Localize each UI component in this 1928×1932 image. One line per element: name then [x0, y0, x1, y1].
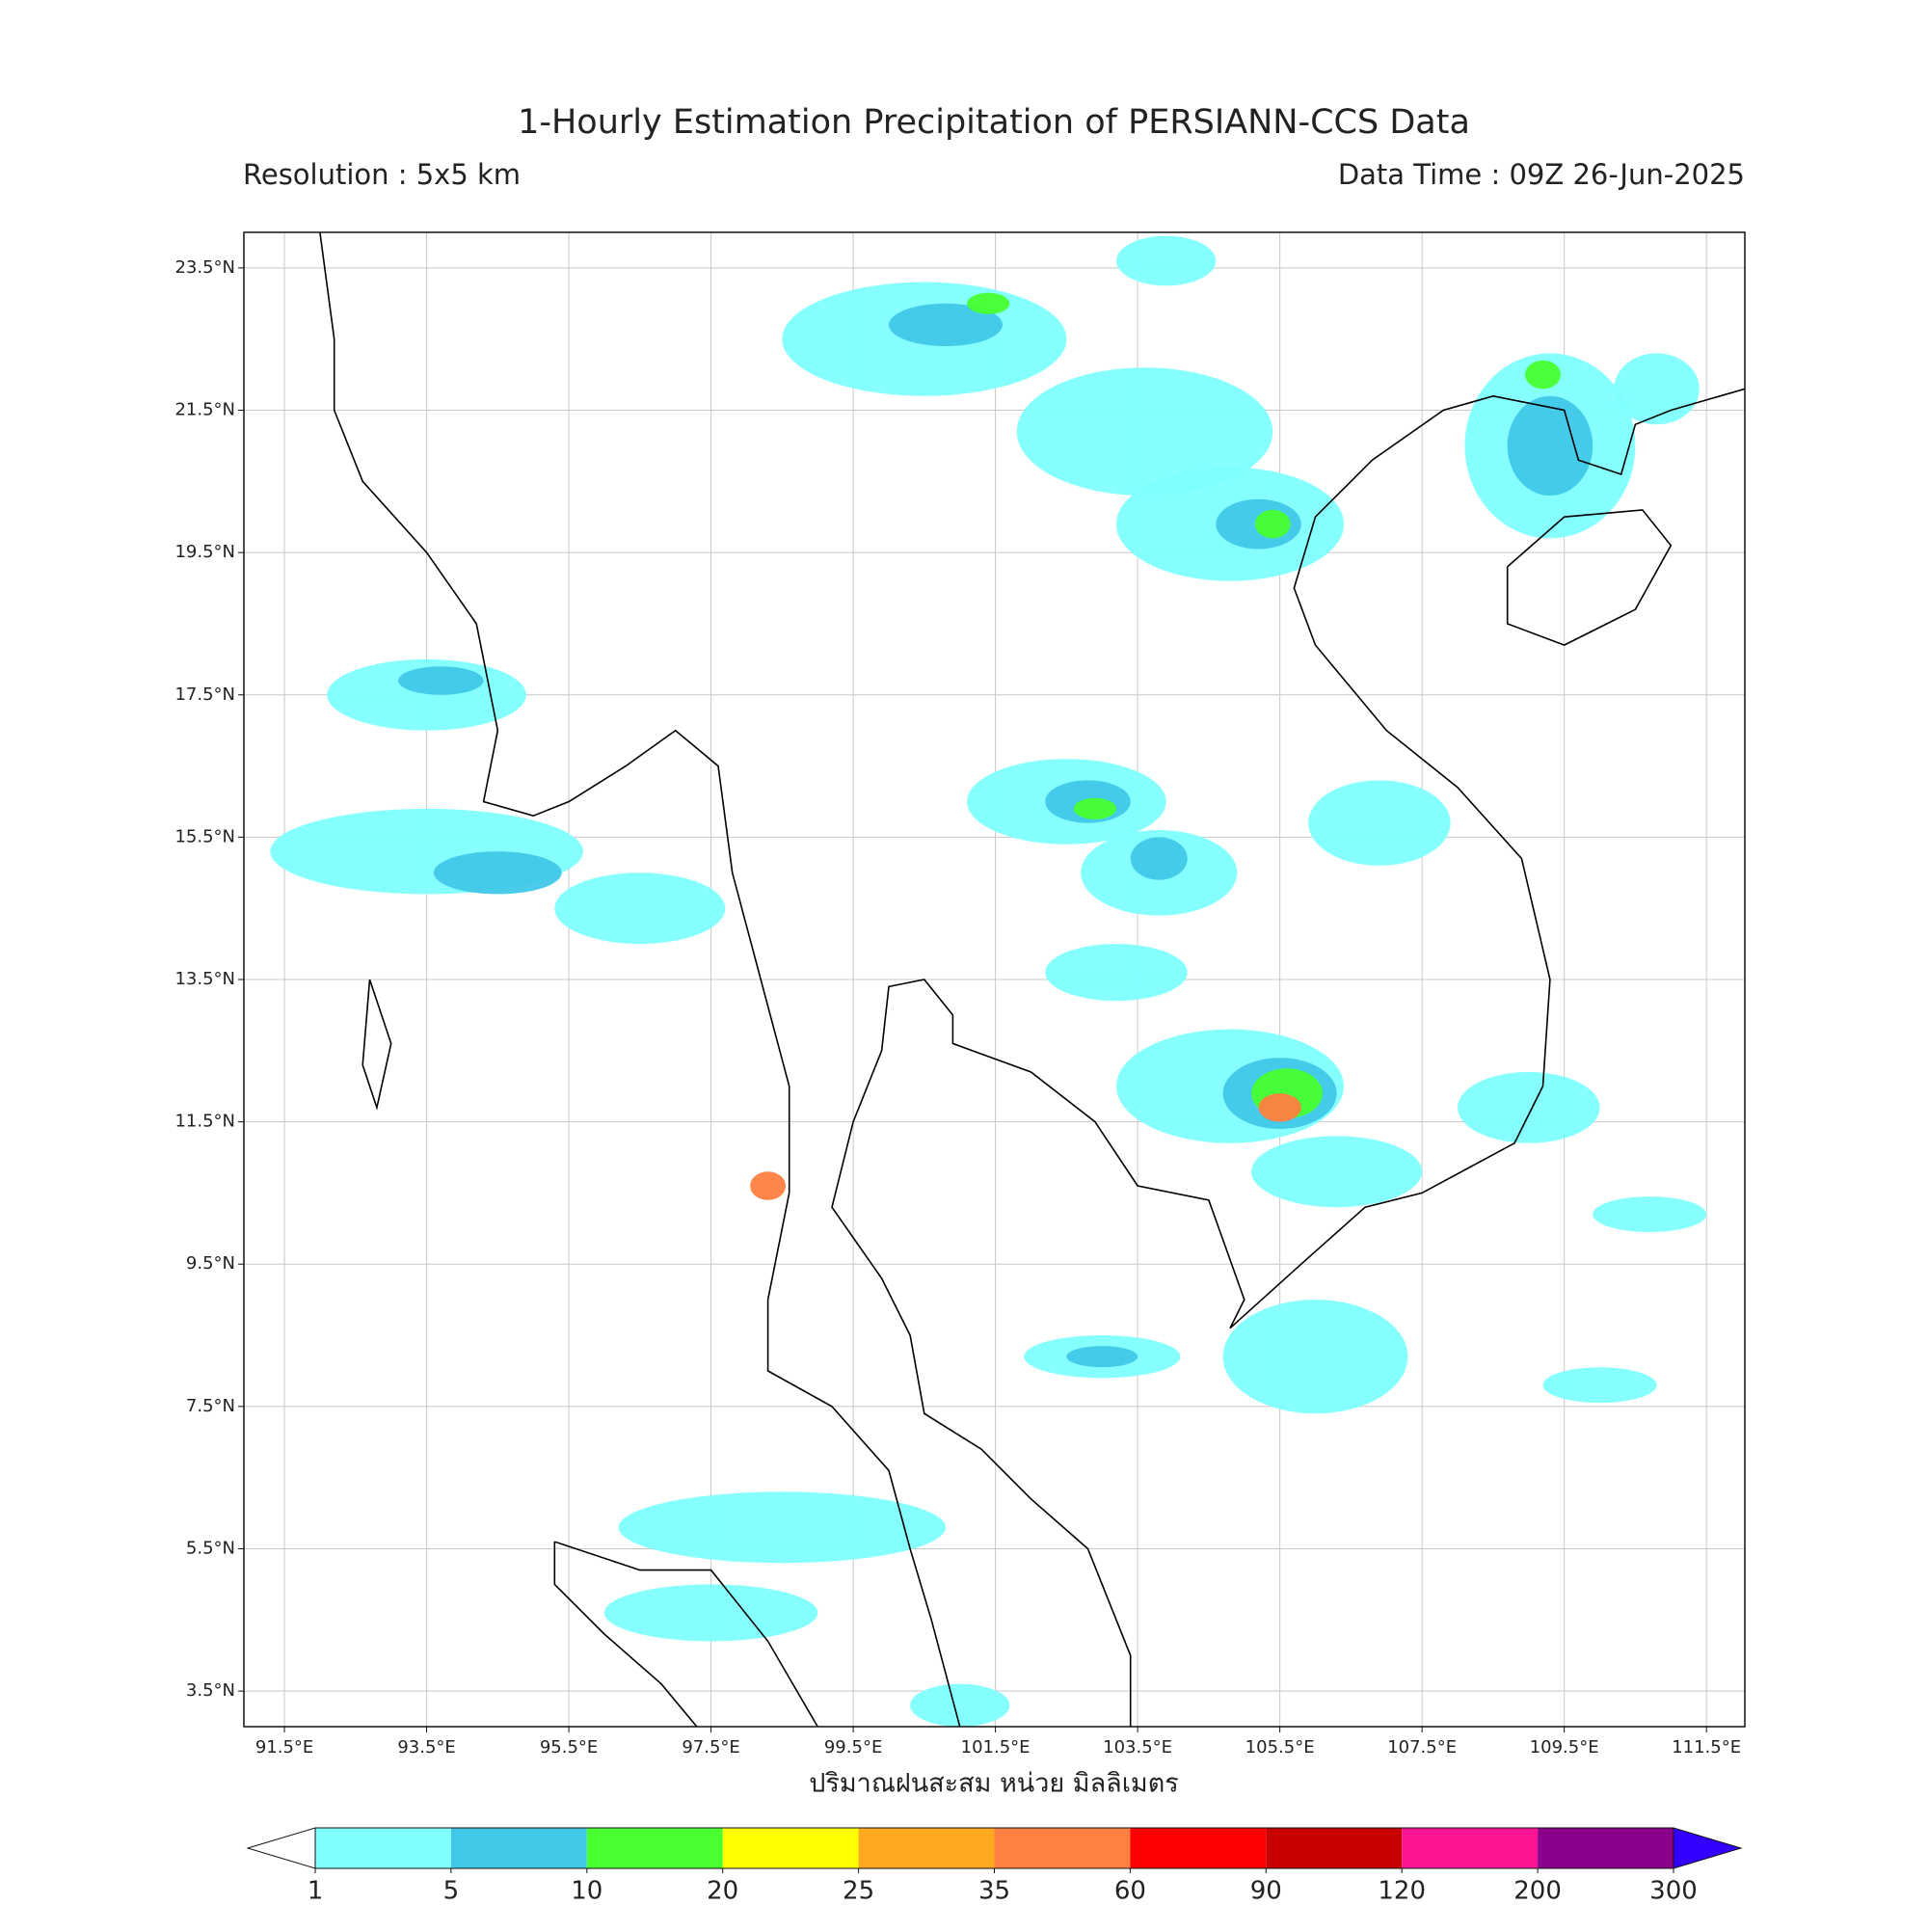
colorbar-tick-label: 10	[571, 1877, 602, 1906]
title: 1-Hourly Estimation Precipitation of PER…	[518, 103, 1470, 142]
y-tick-label: 11.5°N	[174, 1112, 235, 1132]
colorbar-label: ปริมาณฝนสะสม หน่วย มิลลิเมตร	[809, 1769, 1179, 1799]
x-tick-label: 109.5°E	[1530, 1737, 1599, 1758]
rain-patch	[1525, 360, 1561, 389]
y-tick-label: 13.5°N	[174, 969, 235, 989]
grid	[244, 232, 1745, 1727]
x-tick-label: 101.5°E	[961, 1737, 1031, 1758]
x-tick-label: 99.5°E	[824, 1737, 882, 1758]
colorbar-box	[858, 1828, 995, 1868]
rain-patch	[750, 1171, 787, 1200]
colorbar-box	[586, 1828, 723, 1868]
colorbar-tick-label: 35	[978, 1877, 1010, 1906]
colorbar-tick-label: 120	[1378, 1877, 1426, 1906]
rain-patch	[618, 1491, 946, 1564]
coastline	[554, 1541, 818, 1727]
data-time: Data Time : 09Z 26-Jun-2025	[1338, 158, 1745, 191]
x-tick-label: 105.5°E	[1245, 1737, 1315, 1758]
rain-patch	[1458, 1071, 1600, 1143]
y-tick-label: 3.5°N	[186, 1680, 235, 1701]
y-tick-label: 15.5°N	[174, 826, 235, 846]
axes: 91.5°E 93.5°E 95.5°E 97.5°E 99.5°E 101.5°E 103…	[174, 257, 1741, 1758]
rain-patch	[1593, 1196, 1707, 1233]
rain-patch	[888, 303, 1003, 347]
colorbar-box	[1130, 1828, 1267, 1868]
resolution: Resolution : 5x5 km	[243, 158, 521, 191]
rain-patch	[1045, 944, 1188, 1002]
rain-patch	[1507, 395, 1593, 496]
x-tick-label: 91.5°E	[255, 1737, 313, 1758]
rain-patch	[967, 292, 1010, 314]
y-tick-label: 5.5°N	[186, 1538, 235, 1558]
colorbar-tick-label: 90	[1250, 1877, 1282, 1906]
colorbar-tick-label: 200	[1513, 1877, 1562, 1906]
rain-patch	[1130, 837, 1188, 880]
colorbar-tick-label: 5	[443, 1877, 460, 1906]
colorbar-tick-label: 25	[843, 1877, 874, 1906]
rain-patch	[1308, 780, 1451, 866]
rain-patch	[1115, 235, 1217, 286]
colorbar-box	[1538, 1828, 1674, 1868]
rain-patch	[1254, 509, 1291, 539]
rain-patch	[1614, 353, 1700, 425]
x-tick-label: 97.5°E	[682, 1737, 739, 1758]
coastline	[553, 1542, 698, 1727]
rain-patch	[910, 1683, 1010, 1727]
rain-patch	[1251, 1136, 1423, 1208]
colorbar-tick-label: 20	[707, 1877, 738, 1906]
rain-patch	[1073, 797, 1116, 819]
x-tick-label: 103.5°E	[1103, 1737, 1172, 1758]
y-tick-label: 9.5°N	[186, 1253, 235, 1274]
colorbar-tick-label: 300	[1649, 1877, 1698, 1906]
colorbar-box	[315, 1828, 451, 1868]
colorbar-box	[1402, 1828, 1539, 1868]
y-tick-label: 23.5°N	[174, 257, 235, 278]
colorbar-box	[450, 1828, 587, 1868]
colorbar-under	[246, 1827, 316, 1869]
colorbar-tick-label: 1	[308, 1877, 324, 1906]
coastline	[1506, 509, 1673, 646]
rain-patch	[1016, 367, 1273, 496]
rain-patch	[398, 666, 484, 695]
coastline	[831, 388, 1745, 1727]
map-layers	[270, 232, 1745, 1727]
rain-patch	[1258, 1093, 1301, 1122]
rain-patch	[554, 872, 726, 945]
rain-patch	[1542, 1367, 1657, 1404]
y-tick-label: 7.5°N	[186, 1396, 235, 1416]
coastline	[362, 979, 392, 1111]
x-tick-label: 107.5°E	[1387, 1737, 1457, 1758]
colorbar-box	[1266, 1828, 1403, 1868]
rain-patch	[433, 851, 562, 895]
y-tick-label: 21.5°N	[174, 400, 235, 420]
colorbar-box	[994, 1828, 1131, 1868]
x-tick-label: 95.5°E	[540, 1737, 598, 1758]
y-tick-label: 17.5°N	[174, 684, 235, 705]
coastline	[319, 232, 961, 1727]
y-tick-label: 19.5°N	[174, 542, 235, 562]
x-tick-label: 93.5°E	[397, 1737, 455, 1758]
colorbar-over	[1673, 1827, 1743, 1869]
rain-patch	[1066, 1346, 1138, 1368]
colorbar: 1 5 10 20 25 35 60 90 120 200 300	[246, 1827, 1743, 1906]
rain-patch	[1222, 1300, 1408, 1414]
colorbar-box	[722, 1828, 859, 1868]
x-tick-label: 111.5°E	[1672, 1737, 1741, 1758]
rain-patch	[603, 1584, 818, 1642]
colorbar-tick-label: 60	[1114, 1877, 1146, 1906]
